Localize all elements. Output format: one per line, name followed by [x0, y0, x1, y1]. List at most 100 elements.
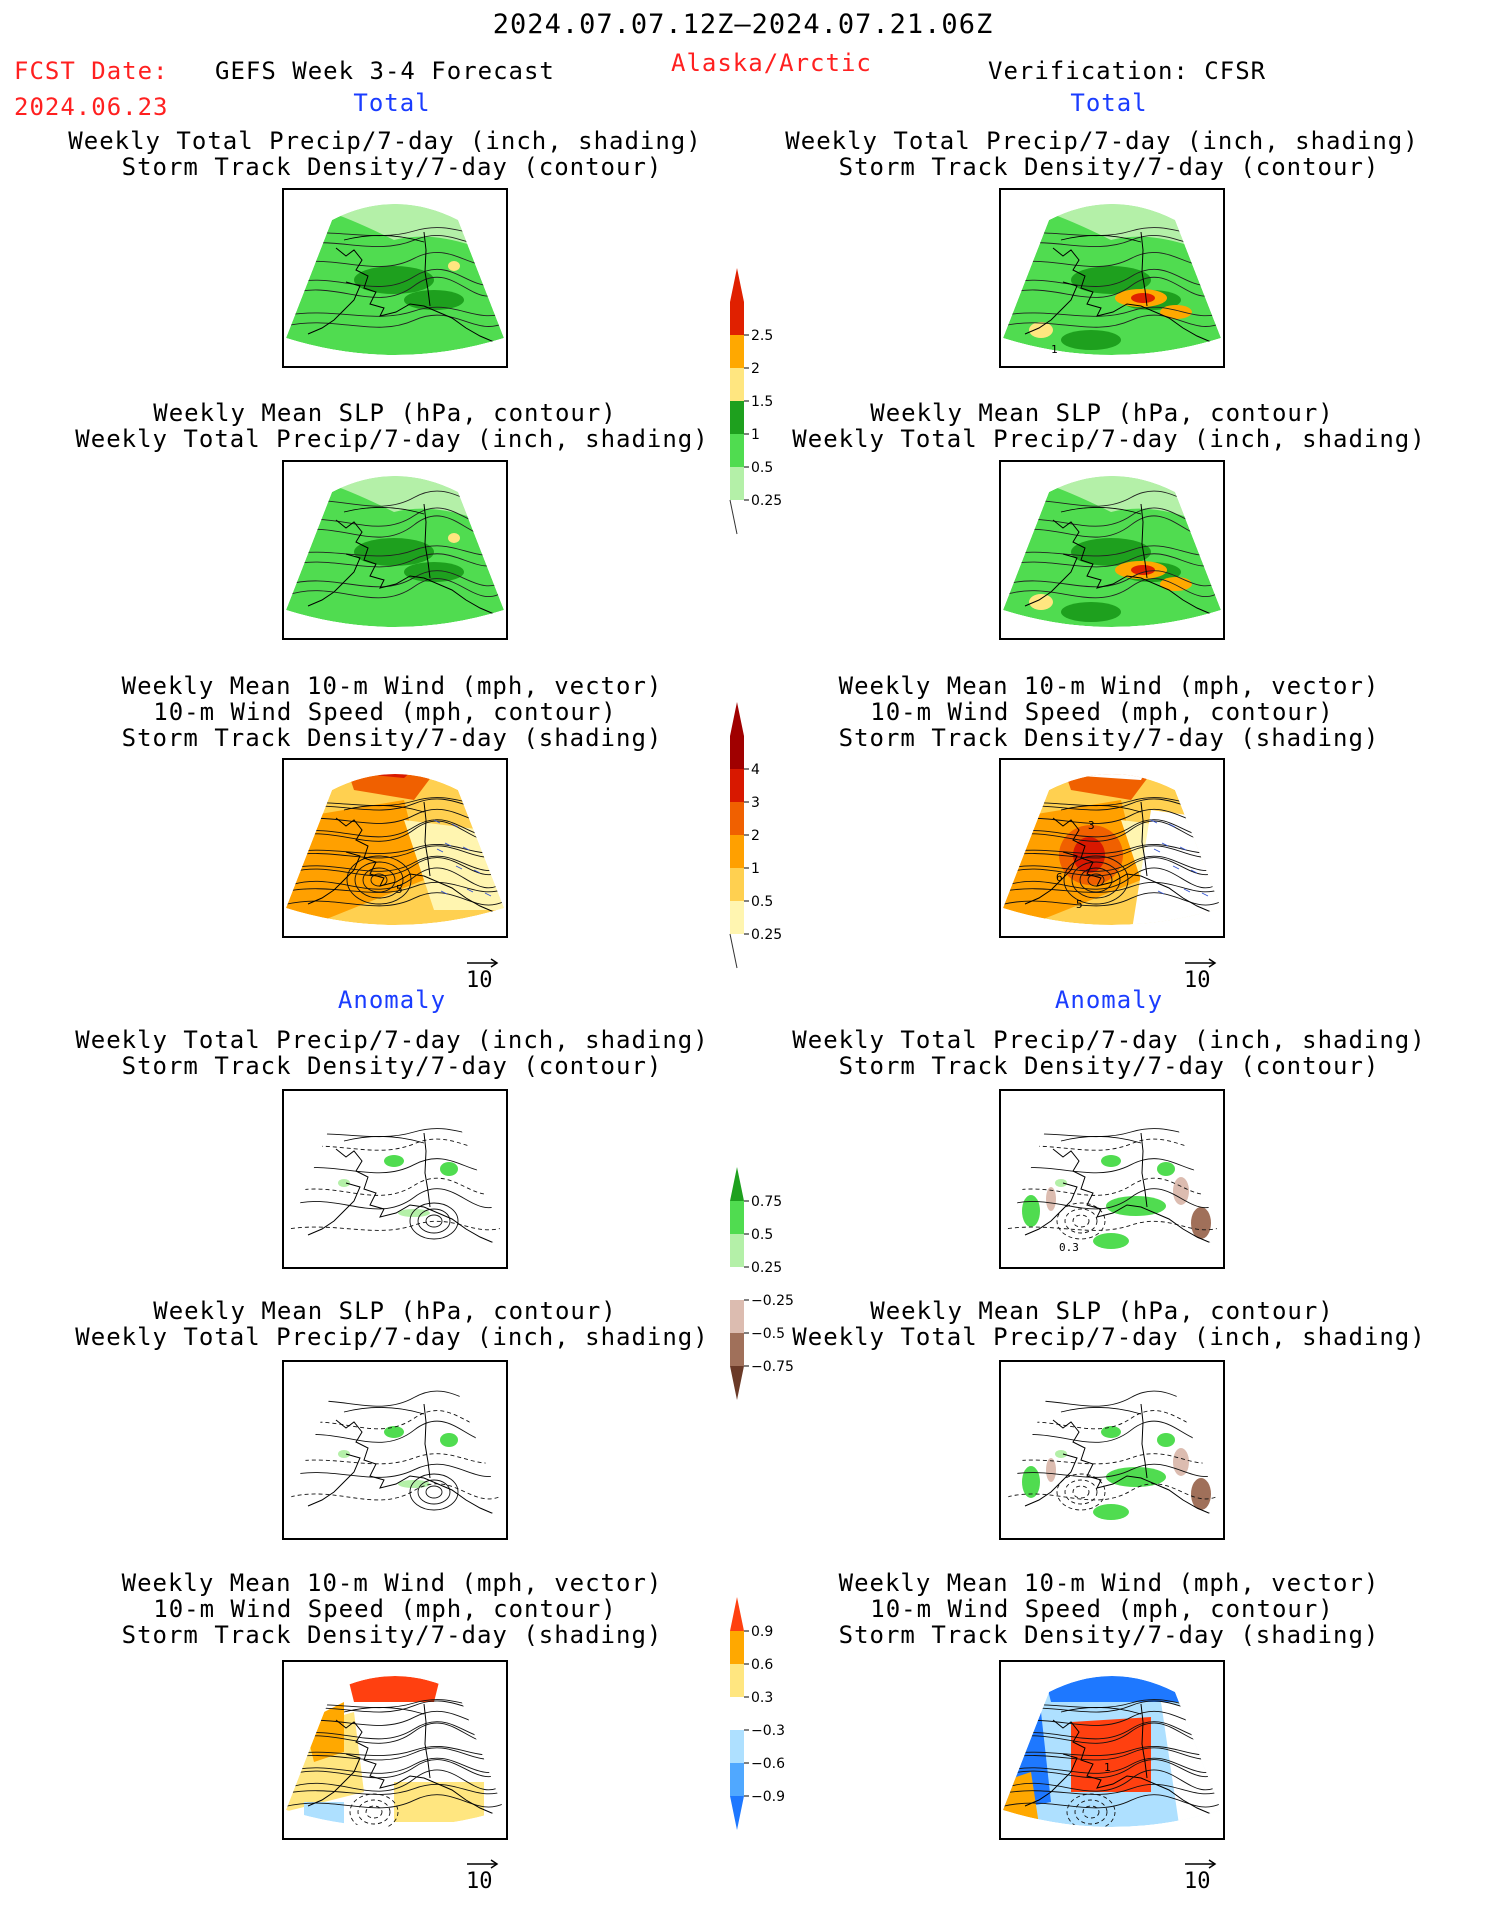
section-anomaly-right: Anomaly	[1054, 986, 1164, 1014]
contour-line	[1072, 1485, 1090, 1499]
contour-line	[1079, 867, 1113, 893]
anom-precip-positive	[384, 1426, 404, 1438]
colorbar-tick-label: 0.3	[751, 1690, 773, 1706]
contour-line	[286, 1769, 504, 1792]
contour-line	[286, 269, 504, 287]
map-label-ob-wind-6: 6	[1056, 871, 1063, 884]
colorbar-tail	[729, 499, 738, 535]
colorbar-tick-label: 0.75	[751, 1194, 782, 1210]
precip-max-shading	[1131, 565, 1155, 575]
coastline	[1024, 553, 1078, 607]
precip-max-shading	[1131, 293, 1155, 303]
map-outside-mask	[284, 462, 506, 638]
map-outside-mask	[284, 190, 506, 366]
contour-line	[354, 861, 404, 899]
vector-ref-arrow-icon	[467, 1859, 499, 1869]
contour-line	[357, 1799, 391, 1825]
anom-precip-positive	[338, 1179, 350, 1187]
vector-ref-label: 10	[1184, 1869, 1211, 1894]
wind-vector	[1161, 842, 1169, 847]
contour-line	[1003, 1757, 1221, 1774]
wind-vector	[1183, 888, 1191, 893]
contour-line	[286, 844, 504, 854]
anom-storm-negative	[1041, 1676, 1201, 1702]
coastline	[1060, 235, 1142, 243]
contour-line	[1003, 553, 1221, 568]
contour-line	[1003, 881, 1221, 893]
title-ob-precip-total-2: Storm Track Density/7-day (contour)	[838, 153, 1380, 181]
map-fc-wind-total	[282, 758, 508, 938]
colorbar-bin	[730, 1631, 744, 1664]
map-ob-wind-anom	[999, 1660, 1225, 1840]
country-border	[423, 1703, 431, 1779]
contour-line	[1003, 1410, 1221, 1430]
contour-line	[1003, 1177, 1221, 1196]
contour-line	[1003, 1220, 1221, 1231]
coastline	[343, 805, 425, 813]
anom-precip-negative	[1173, 1448, 1189, 1476]
contour-line	[1056, 1202, 1106, 1240]
contour-line	[286, 1483, 504, 1501]
title-ob-slp-total-2: Weekly Total Precip/7-day (inch, shading…	[792, 425, 1426, 453]
title-fc-slp-total-2: Weekly Total Precip/7-day (inch, shading…	[75, 425, 709, 453]
anom-precip-positive	[1093, 1504, 1129, 1520]
coastline	[1052, 1719, 1212, 1815]
colorbar-tick-label: 0.25	[751, 1260, 782, 1276]
coastline	[335, 1419, 495, 1515]
map-label-ob-wind-anom-1: 1	[1104, 1761, 1111, 1774]
map-fc-precip-total	[282, 188, 508, 368]
coastline	[1024, 1182, 1078, 1236]
colorbar-bin	[730, 401, 744, 434]
contour-line	[286, 855, 504, 872]
title-fc-precip-anom-2: Storm Track Density/7-day (contour)	[121, 1052, 663, 1080]
colorbar-bin	[730, 1234, 744, 1267]
map-outside-mask	[1001, 760, 1223, 936]
contour-line	[286, 1188, 504, 1210]
colorbar-tick-label: 0.25	[751, 493, 782, 509]
coastline	[335, 1719, 495, 1815]
map-field	[1003, 1676, 1221, 1827]
storm-shading	[1061, 774, 1161, 800]
country-border	[423, 231, 431, 307]
colorbar-tick-label: −0.75	[751, 1359, 794, 1375]
colorbar-top-triangle	[730, 1167, 744, 1201]
contour-line	[286, 1757, 504, 1774]
anom-precip-negative	[1173, 1177, 1189, 1205]
contour-line	[362, 867, 396, 893]
coastline	[1060, 805, 1142, 813]
precip-mid-shading	[1029, 594, 1053, 610]
coastline	[335, 247, 495, 343]
colorbar-tick-label: 1	[751, 861, 760, 877]
wind-vector	[473, 869, 481, 874]
contour-line	[1003, 855, 1221, 872]
map-ob-wind-total	[999, 758, 1225, 938]
contour-line	[1003, 1794, 1221, 1809]
contour-line	[1066, 1793, 1116, 1827]
contour-line	[1087, 873, 1105, 887]
colorbar-bin	[730, 901, 744, 934]
contour-line	[286, 1794, 504, 1809]
title-ob-slp-anom-2: Weekly Total Precip/7-day (inch, shading…	[792, 1323, 1426, 1351]
colorbar-top-triangle	[730, 268, 744, 302]
wind-vector	[1172, 865, 1180, 870]
contour-line	[1003, 269, 1221, 287]
contour-line	[286, 857, 504, 877]
map-outside-mask	[1001, 462, 1223, 638]
colorbar-bin	[730, 302, 744, 335]
title-fc-wind-total-1: Weekly Mean 10-m Wind (mph, vector)	[121, 672, 663, 700]
map-fc-wind-anom	[282, 1660, 508, 1840]
colorbar-bin	[730, 368, 744, 401]
title-ob-precip-anom-2: Storm Track Density/7-day (contour)	[838, 1052, 1380, 1080]
contour-line	[1003, 1783, 1221, 1795]
colorbar-bin	[730, 802, 744, 835]
colorbar-bin	[730, 1664, 744, 1697]
country-border	[423, 503, 431, 579]
title-fc-slp-total-1: Weekly Mean SLP (hPa, contour)	[153, 399, 617, 427]
colorbar-tick-label: 2	[751, 828, 760, 844]
map-fc-slp-anom	[282, 1360, 508, 1540]
contour-line	[1003, 844, 1221, 854]
anom-precip-positive	[440, 1433, 458, 1447]
map-ob-precip-anom	[999, 1089, 1225, 1269]
wind-vector	[1179, 846, 1187, 851]
colorbar-tick-label: 2.5	[751, 328, 773, 344]
